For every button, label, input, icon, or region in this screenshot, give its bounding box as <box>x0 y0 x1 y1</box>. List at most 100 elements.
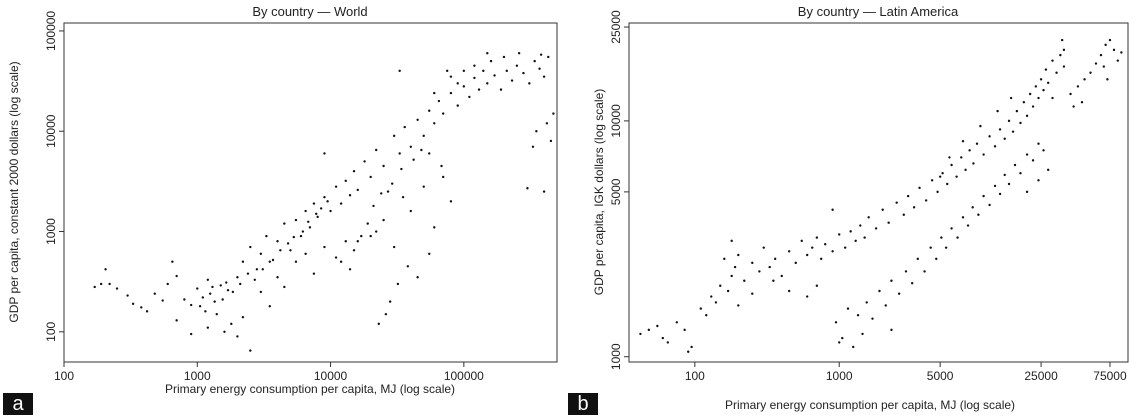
data-point-latin-america <box>863 236 866 239</box>
data-point-latin-america <box>941 172 944 175</box>
data-point-latin-america <box>972 162 975 165</box>
data-point-latin-america <box>956 236 959 239</box>
data-point-world <box>99 282 103 286</box>
data-point-world <box>204 310 207 313</box>
y-tick-label-world: 10000 <box>44 114 58 148</box>
data-point-world <box>433 226 436 229</box>
data-point-latin-america <box>1007 182 1011 186</box>
data-point-world <box>482 69 485 73</box>
data-point-world <box>334 256 338 259</box>
data-point-latin-america <box>647 328 651 332</box>
data-point-world <box>221 298 224 301</box>
data-point-world <box>428 109 431 112</box>
data-point-latin-america <box>758 270 761 273</box>
data-point-latin-america <box>930 179 934 182</box>
data-point-world <box>412 158 415 161</box>
data-point-world <box>449 200 453 203</box>
data-point-world <box>409 209 413 213</box>
data-point-world <box>374 148 378 152</box>
data-point-latin-america <box>982 194 985 198</box>
data-point-latin-america <box>773 257 777 261</box>
data-point-world <box>493 74 496 77</box>
data-point-latin-america <box>1028 92 1032 96</box>
data-point-world <box>171 260 174 263</box>
data-point-world <box>140 306 143 309</box>
data-point-latin-america <box>993 184 997 188</box>
data-point-world <box>166 282 169 286</box>
data-point-world <box>230 322 233 326</box>
data-point-latin-america <box>705 314 708 317</box>
y-tick-label-world: 1000 <box>44 218 58 245</box>
data-point-latin-america <box>1013 163 1017 167</box>
data-point-world <box>246 272 250 275</box>
data-point-latin-america <box>1031 159 1035 162</box>
y-tick-label-latin-america: 1000 <box>609 343 623 370</box>
data-point-latin-america <box>918 186 921 190</box>
data-point-world <box>304 252 307 255</box>
data-point-world <box>344 179 347 183</box>
data-point-world <box>486 51 489 55</box>
data-point-world <box>294 260 298 263</box>
data-point-world <box>505 69 508 73</box>
data-point-world <box>428 152 431 155</box>
data-point-world <box>226 288 230 292</box>
data-point-latin-america <box>639 332 642 336</box>
data-point-latin-america <box>838 341 841 344</box>
data-point-world <box>153 292 156 295</box>
data-point-latin-america <box>935 257 938 261</box>
data-point-world <box>462 69 466 73</box>
data-point-world <box>416 276 419 279</box>
plot-frame-world <box>63 22 558 363</box>
data-point-latin-america <box>772 279 775 282</box>
data-point-world <box>440 164 443 168</box>
data-point-latin-america <box>1025 153 1029 156</box>
data-point-latin-america <box>874 227 878 230</box>
data-point-latin-america <box>1059 53 1062 57</box>
data-point-latin-america <box>955 175 958 178</box>
data-point-world <box>449 91 453 95</box>
x-tick-label-world: 1000 <box>184 369 211 383</box>
chart-latin-america: By country — Latin America Primary energ… <box>592 4 1129 412</box>
chart-title-world: By country — World <box>252 4 367 19</box>
data-point-latin-america <box>944 246 948 249</box>
data-point-latin-america <box>906 194 910 198</box>
data-point-latin-america <box>1089 71 1092 74</box>
data-point-latin-america <box>723 257 726 261</box>
data-point-latin-america <box>838 233 841 236</box>
x-tick-label-latin-america: 5000 <box>927 369 954 383</box>
data-point-latin-america <box>910 282 914 285</box>
data-point-latin-america <box>1034 85 1038 88</box>
data-point-latin-america <box>737 304 740 307</box>
data-point-latin-america <box>968 149 971 152</box>
data-point-world <box>356 188 359 192</box>
data-point-latin-america <box>871 317 874 320</box>
data-point-latin-america <box>1051 96 1054 100</box>
data-point-latin-america <box>936 190 939 194</box>
data-point-latin-america <box>1044 68 1048 71</box>
data-point-latin-america <box>683 328 686 332</box>
data-point-latin-america <box>831 250 834 253</box>
data-point-latin-america <box>1009 96 1013 100</box>
data-point-latin-america <box>988 203 991 207</box>
data-point-world <box>308 226 312 229</box>
data-point-world <box>360 234 363 238</box>
data-point-world <box>249 245 252 249</box>
data-point-world <box>392 134 396 138</box>
data-point-world <box>241 260 245 263</box>
data-point-latin-america <box>710 295 713 298</box>
data-point-world <box>390 182 394 185</box>
data-point-world <box>259 290 263 294</box>
data-point-world <box>445 69 449 73</box>
data-point-latin-america <box>743 279 746 282</box>
data-point-latin-america <box>768 265 771 269</box>
data-point-latin-america <box>1031 105 1035 108</box>
data-point-latin-america <box>819 257 823 261</box>
data-point-world <box>108 282 111 286</box>
data-point-world <box>339 202 343 205</box>
data-point-world <box>535 130 538 133</box>
data-point-latin-america <box>1042 149 1045 152</box>
data-point-latin-america <box>1069 92 1072 96</box>
data-point-world <box>377 322 380 326</box>
data-point-world <box>223 330 226 334</box>
